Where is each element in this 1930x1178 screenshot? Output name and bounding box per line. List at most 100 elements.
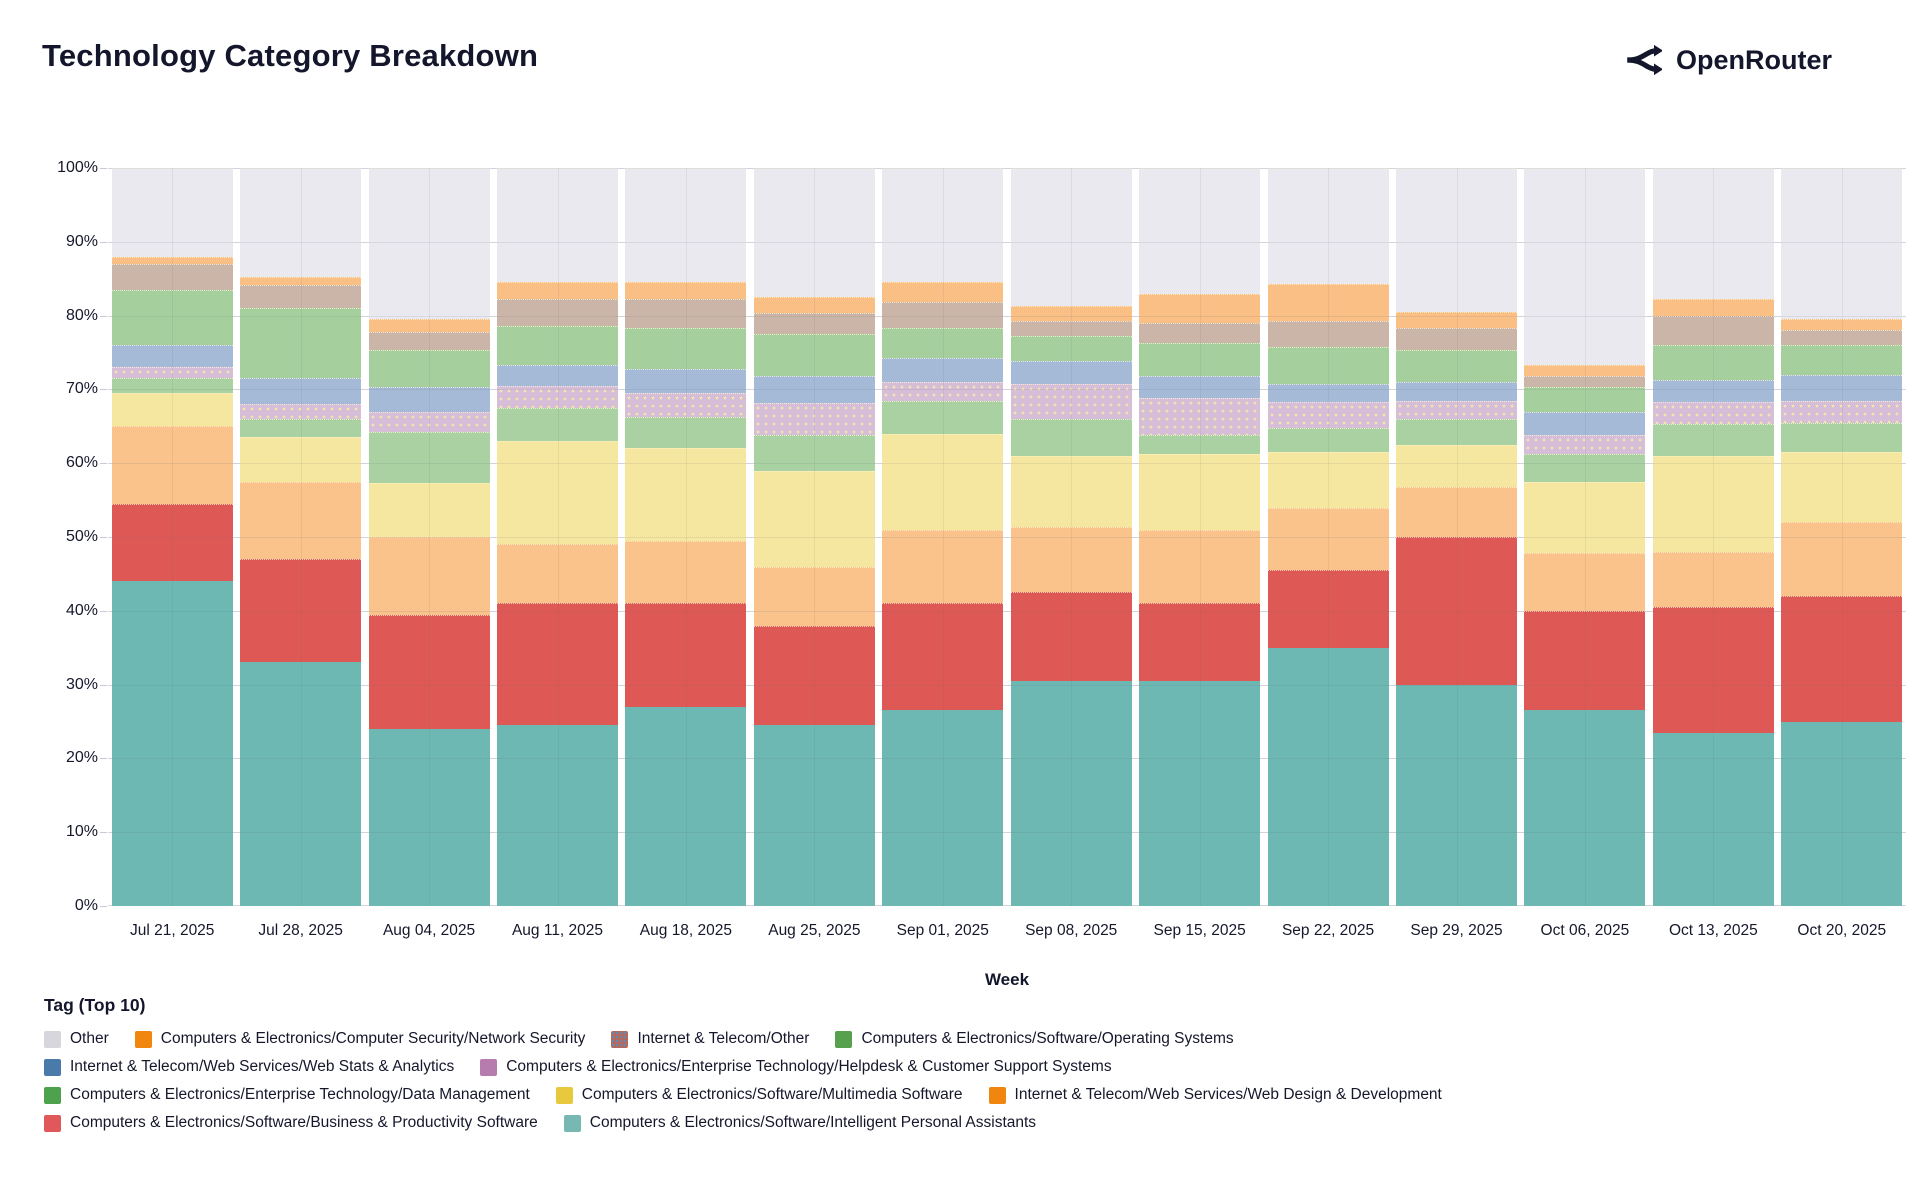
bar-segment[interactable] [497, 168, 618, 283]
bar-segment[interactable] [368, 168, 490, 320]
legend-item[interactable]: Computers & Electronics/Enterprise Techn… [44, 1086, 530, 1104]
bar-segment[interactable] [240, 308, 362, 379]
bar-segment[interactable] [1010, 361, 1132, 384]
bar-segment[interactable] [1652, 379, 1774, 402]
bar-segment[interactable] [368, 319, 490, 332]
bar-segment[interactable] [1139, 603, 1261, 681]
bar-segment[interactable] [882, 328, 1004, 358]
bar-segment[interactable] [1652, 424, 1774, 456]
bar-segment[interactable] [497, 407, 618, 442]
bar-segment[interactable] [497, 365, 618, 386]
bar-segment[interactable] [368, 431, 490, 484]
bar-segment[interactable] [1010, 320, 1132, 336]
bar-segment[interactable] [368, 537, 490, 615]
bar-segment[interactable] [1781, 721, 1903, 906]
legend-item[interactable]: Internet & Telecom/Other [611, 1030, 809, 1048]
bar-segment[interactable] [1652, 168, 1774, 299]
bar-segment[interactable] [1139, 293, 1261, 324]
bar-segment[interactable] [1524, 376, 1646, 388]
bar-segment[interactable] [753, 725, 875, 906]
bar-segment[interactable] [1396, 312, 1517, 329]
bar-segment[interactable] [1139, 435, 1261, 454]
bar-segment[interactable] [240, 168, 362, 278]
bar-segment[interactable] [1396, 168, 1517, 312]
bar-segment[interactable] [1139, 398, 1261, 436]
bar-segment[interactable] [1524, 553, 1646, 611]
bar-segment[interactable] [625, 540, 747, 604]
bar-segment[interactable] [625, 282, 747, 300]
bar-segment[interactable] [1781, 345, 1903, 375]
bar-segment[interactable] [1781, 168, 1903, 320]
bar-segment[interactable] [625, 368, 747, 394]
bar-segment[interactable] [1010, 306, 1132, 321]
bar-segment[interactable] [1396, 418, 1517, 445]
bar-segment[interactable] [882, 357, 1004, 383]
bar-segment[interactable] [1267, 346, 1389, 384]
bar-segment[interactable] [497, 385, 618, 408]
bar-segment[interactable] [1010, 527, 1132, 593]
legend-item[interactable]: Computers & Electronics/Software/Busines… [44, 1114, 538, 1132]
bar-segment[interactable] [111, 581, 233, 906]
bar-segment[interactable] [1652, 455, 1774, 552]
bar-segment[interactable] [625, 393, 747, 417]
bar-segment[interactable] [1139, 323, 1261, 343]
bar-segment[interactable] [1267, 570, 1389, 648]
bar-segment[interactable] [882, 710, 1004, 906]
bar-segment[interactable] [1524, 481, 1646, 554]
bar-segment[interactable] [753, 625, 875, 726]
bar-segment[interactable] [1139, 376, 1261, 399]
bar-segment[interactable] [497, 326, 618, 366]
bar-segment[interactable] [1010, 592, 1132, 681]
bar-segment[interactable] [497, 441, 618, 545]
bar-segment[interactable] [497, 725, 618, 906]
bar-segment[interactable] [240, 284, 362, 309]
bar-segment[interactable] [1139, 342, 1261, 377]
bar-segment[interactable] [1781, 319, 1903, 331]
bar-segment[interactable] [1010, 455, 1132, 528]
legend-item[interactable]: Computers & Electronics/Computer Securit… [134, 1030, 585, 1048]
bar-segment[interactable] [1652, 732, 1774, 906]
bar-segment[interactable] [497, 298, 618, 326]
bar-segment[interactable] [1524, 387, 1646, 412]
bar-segment[interactable] [368, 728, 490, 906]
bar-segment[interactable] [497, 282, 618, 299]
bar-segment[interactable] [753, 566, 875, 626]
legend-item[interactable]: Other [44, 1030, 109, 1048]
bar-segment[interactable] [753, 313, 875, 335]
bar-segment[interactable] [1781, 452, 1903, 523]
bar-segment[interactable] [1267, 427, 1389, 453]
bar-segment[interactable] [1267, 401, 1389, 428]
bar-segment[interactable] [1524, 411, 1646, 436]
bar-segment[interactable] [625, 603, 747, 707]
bar-segment[interactable] [1781, 330, 1903, 346]
bar-segment[interactable] [1267, 168, 1389, 284]
bar-segment[interactable] [753, 470, 875, 567]
bar-segment[interactable] [240, 481, 362, 560]
bar-segment[interactable] [1524, 710, 1646, 906]
bar-segment[interactable] [497, 544, 618, 604]
bar-segment[interactable] [111, 503, 233, 582]
bar-segment[interactable] [1524, 365, 1646, 377]
bar-segment[interactable] [625, 706, 747, 906]
bar-segment[interactable] [1267, 452, 1389, 508]
bar-segment[interactable] [1396, 382, 1517, 401]
bar-segment[interactable] [1652, 315, 1774, 346]
bar-segment[interactable] [1010, 335, 1132, 362]
bar-segment[interactable] [1267, 507, 1389, 571]
bar-segment[interactable] [368, 387, 490, 413]
bar-segment[interactable] [1781, 522, 1903, 597]
bar-segment[interactable] [1652, 345, 1774, 380]
bar-segment[interactable] [882, 400, 1004, 434]
bar-segment[interactable] [111, 426, 233, 504]
bar-segment[interactable] [368, 412, 490, 432]
legend-item[interactable]: Internet & Telecom/Web Services/Web Desi… [988, 1086, 1442, 1104]
bar-segment[interactable] [1396, 328, 1517, 351]
bar-segment[interactable] [111, 289, 233, 346]
bar-segment[interactable] [240, 559, 362, 663]
bar-segment[interactable] [368, 614, 490, 729]
bar-segment[interactable] [1010, 680, 1132, 906]
bar-segment[interactable] [111, 345, 233, 368]
bar-segment[interactable] [1781, 596, 1903, 722]
bar-segment[interactable] [882, 603, 1004, 711]
bar-segment[interactable] [625, 328, 747, 369]
